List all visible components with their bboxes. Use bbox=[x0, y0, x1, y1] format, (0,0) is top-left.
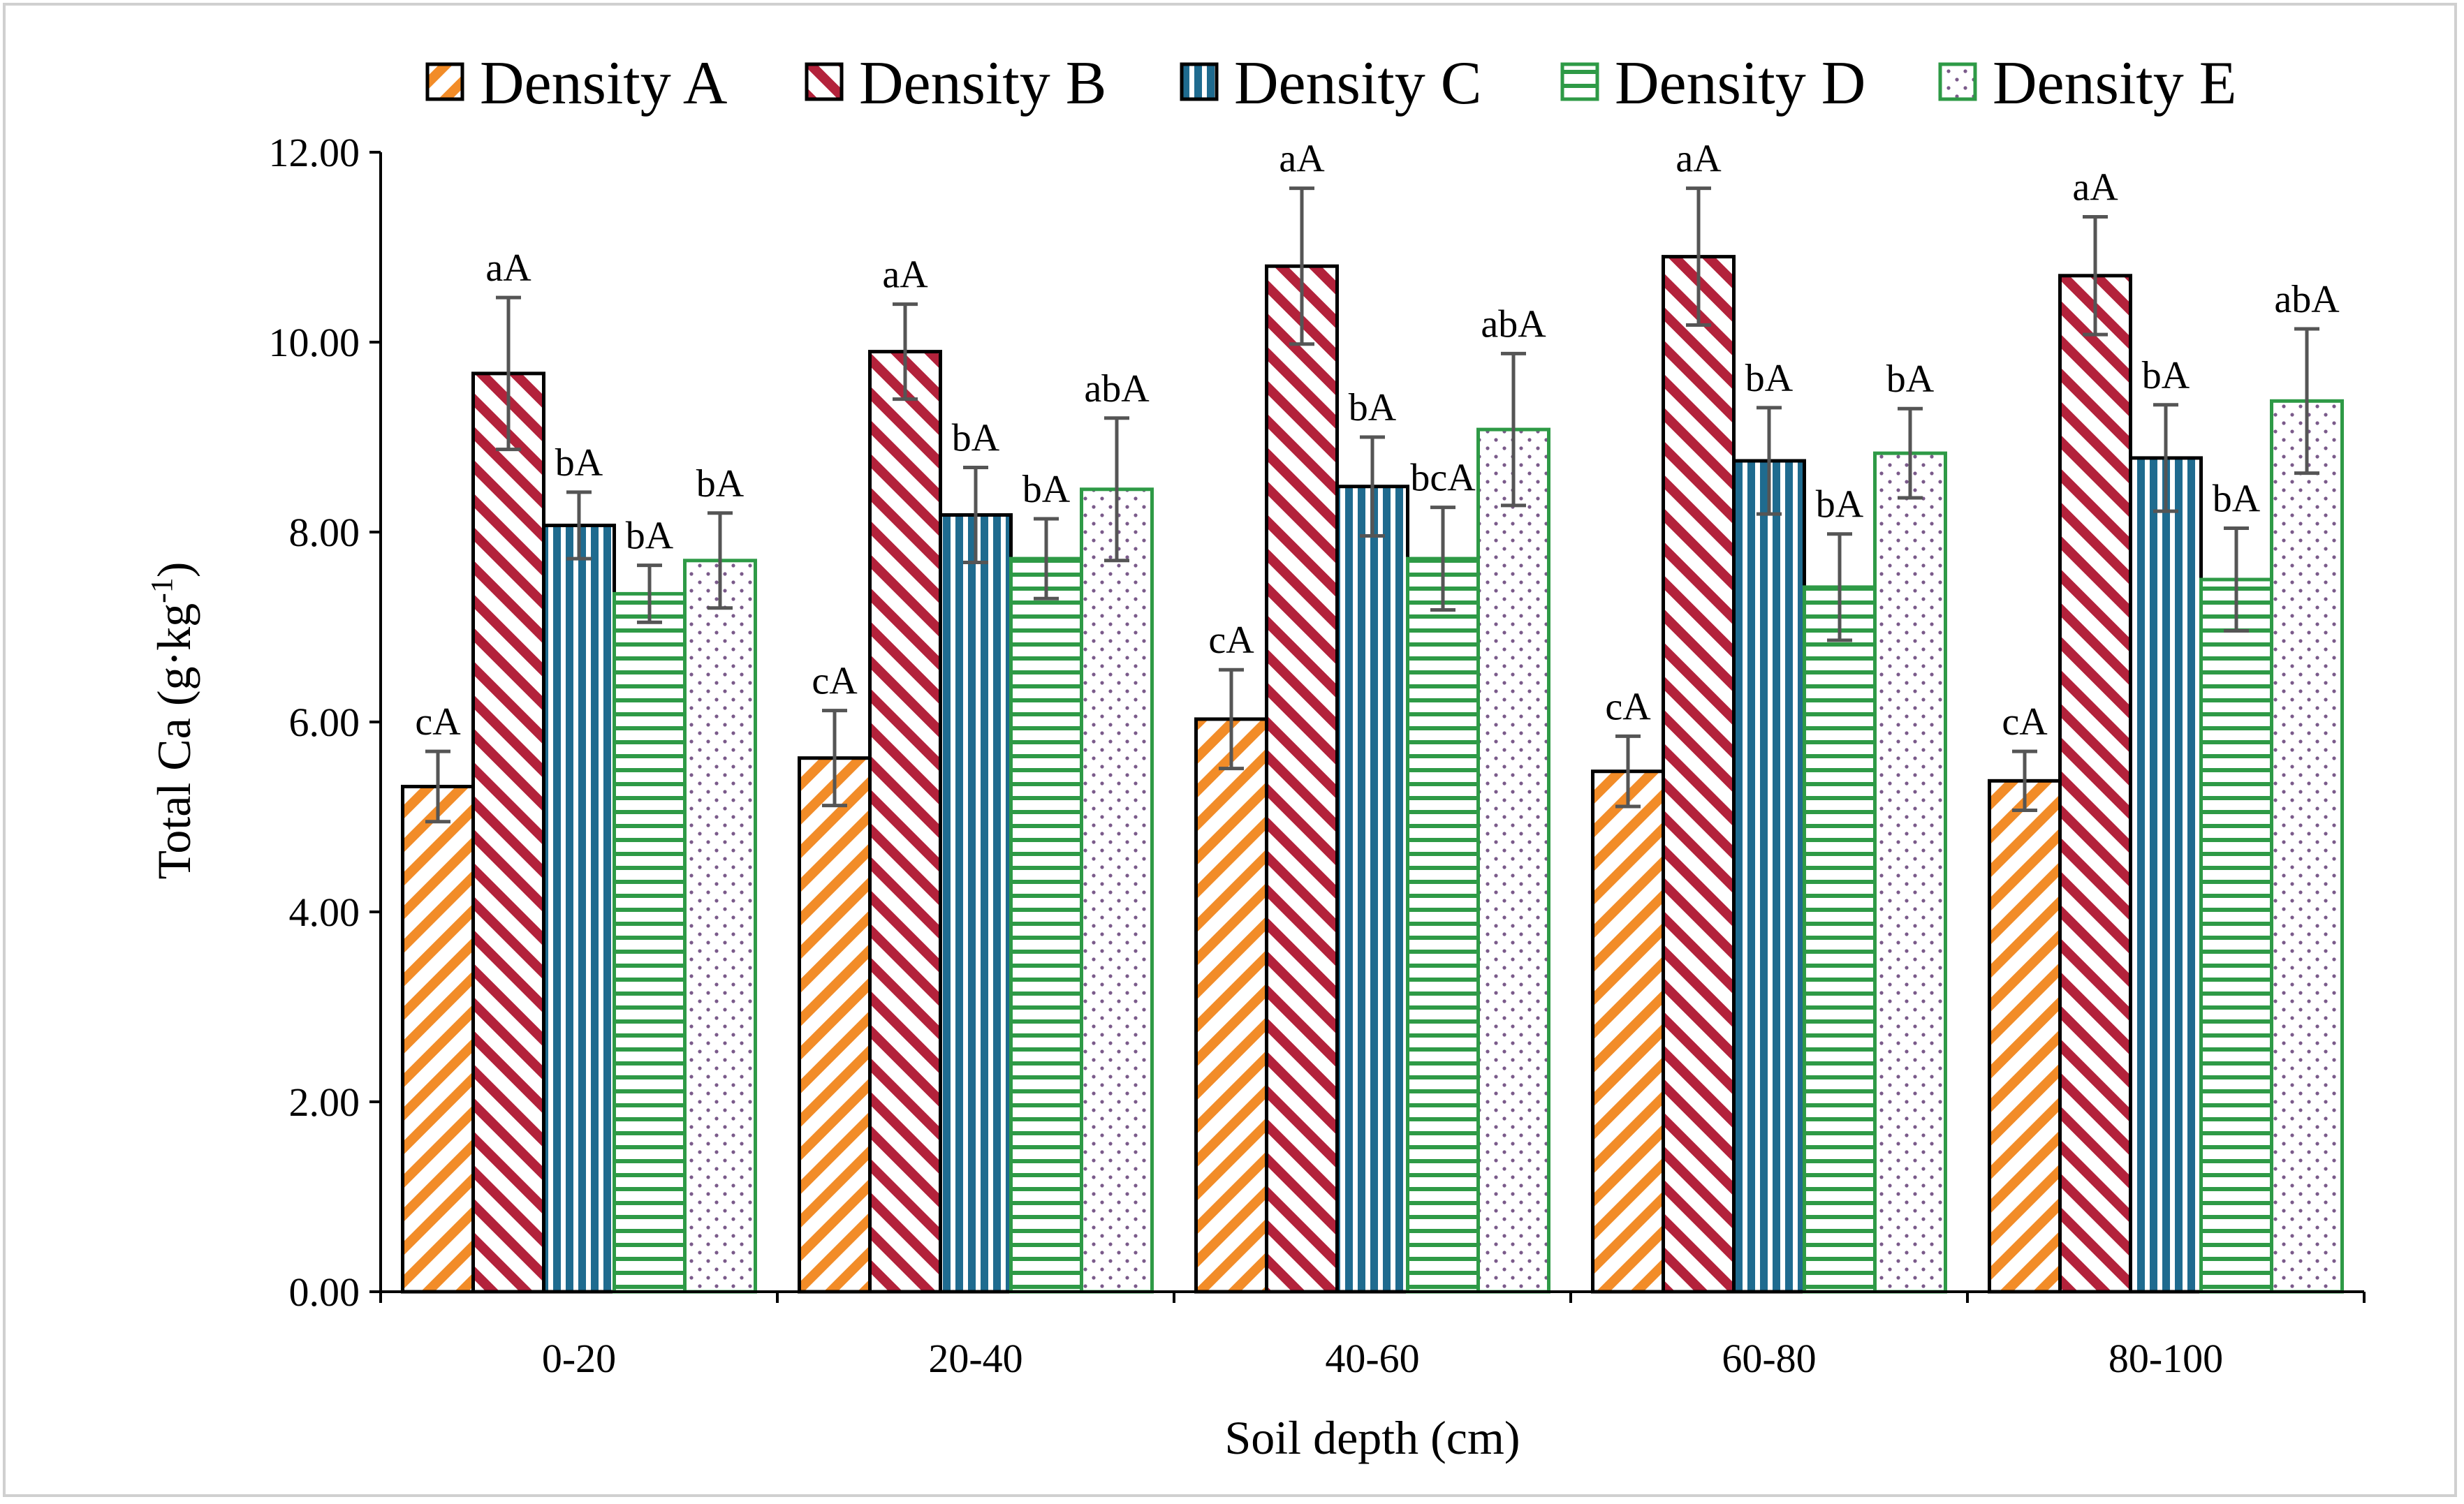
significance-label: aA bbox=[485, 246, 531, 290]
bar-density-b bbox=[1662, 255, 1736, 1294]
y-tick-label: 2.00 bbox=[289, 1079, 360, 1125]
legend-label: Density B bbox=[859, 50, 1106, 117]
significance-label: bA bbox=[1886, 357, 1935, 401]
significance-label: aA bbox=[1675, 138, 1722, 181]
significance-label: cA bbox=[1605, 685, 1651, 728]
significance-label: bcA bbox=[1410, 457, 1476, 500]
y-tick-label: 4.00 bbox=[289, 890, 360, 935]
error-bars bbox=[425, 186, 2319, 824]
x-axis-ticks: 0-20 20-40 40-60 60-80 80-100 bbox=[379, 1292, 2366, 1381]
significance-label: abA bbox=[2274, 278, 2340, 321]
bar-density-e bbox=[1476, 427, 1550, 1294]
bar-density-c bbox=[542, 523, 616, 1294]
x-tick-label: 0-20 bbox=[542, 1336, 616, 1381]
significance-label: bA bbox=[2213, 478, 2261, 521]
figure-frame bbox=[3, 3, 2457, 1497]
x-axis-title: Soil depth (cm) bbox=[1224, 1411, 1520, 1464]
bar-density-d bbox=[1406, 556, 1480, 1294]
significance-label: bA bbox=[1816, 483, 1864, 526]
legend-swatch-density-c bbox=[1180, 62, 1219, 101]
y-axis-title-superscript: -1 bbox=[145, 577, 179, 603]
bar-density-b bbox=[471, 371, 545, 1294]
y-axis-title: Total Ca (g·kg-1) bbox=[145, 562, 200, 880]
significance-label: cA bbox=[812, 660, 858, 703]
y-tick-label: 0.00 bbox=[289, 1269, 360, 1315]
bar-density-e bbox=[683, 559, 757, 1294]
legend: Density A Density B Density C Density D Dens… bbox=[425, 50, 2237, 117]
legend-swatch-density-b bbox=[805, 62, 844, 101]
bar-density-c bbox=[1335, 485, 1409, 1294]
significance-label: bA bbox=[1745, 357, 1794, 400]
y-tick-label: 10.00 bbox=[269, 320, 360, 365]
bar-density-c bbox=[1732, 459, 1806, 1294]
bar-density-d bbox=[1803, 585, 1877, 1294]
legend-label: Density C bbox=[1234, 50, 1481, 117]
bar-density-a bbox=[1988, 779, 2062, 1294]
bar-density-e bbox=[2270, 399, 2344, 1294]
y-tick-label: 8.00 bbox=[289, 510, 360, 555]
bar-density-b bbox=[868, 350, 942, 1294]
y-axis-title-main: Total Ca (g·kg bbox=[147, 603, 200, 880]
y-axis-ticks: 0.00 2.00 4.00 6.00 8.00 10.00 12.00 bbox=[269, 130, 381, 1315]
bar-density-c bbox=[2129, 456, 2203, 1294]
bar-density-a bbox=[798, 756, 872, 1294]
legend-swatch-density-d bbox=[1560, 62, 1599, 101]
significance-label: cA bbox=[2002, 700, 2048, 744]
x-tick-label: 20-40 bbox=[928, 1336, 1022, 1381]
significance-label: cA bbox=[1208, 619, 1254, 662]
significance-labels: cA aA bA bA bA cA aA bA bA abA cA aA bA bcA abA cA aA bA b… bbox=[415, 138, 2340, 744]
significance-label: abA bbox=[1084, 367, 1150, 411]
significance-label: bA bbox=[1349, 386, 1397, 429]
legend-label: Density D bbox=[1615, 50, 1865, 117]
bar-density-a bbox=[1194, 717, 1268, 1294]
significance-label: bA bbox=[696, 462, 745, 506]
bar-density-d bbox=[1009, 556, 1083, 1294]
significance-label: bA bbox=[2142, 354, 2190, 397]
bar-density-d bbox=[613, 591, 687, 1294]
legend-label: Density E bbox=[1993, 50, 2237, 117]
significance-label: bA bbox=[1022, 468, 1071, 511]
significance-label: aA bbox=[2072, 165, 2118, 209]
bar-density-d bbox=[2199, 577, 2273, 1294]
significance-label: abA bbox=[1481, 302, 1546, 346]
bar-density-c bbox=[939, 513, 1013, 1294]
bar-density-a bbox=[1591, 769, 1665, 1294]
legend-swatch-density-e bbox=[1938, 62, 1977, 101]
bars bbox=[401, 255, 2344, 1294]
significance-label: aA bbox=[882, 253, 928, 297]
bar-density-a bbox=[401, 784, 475, 1294]
significance-label: cA bbox=[415, 700, 461, 744]
significance-label: bA bbox=[555, 441, 603, 485]
bar-density-b bbox=[1265, 264, 1339, 1294]
x-tick-label: 80-100 bbox=[2109, 1336, 2223, 1381]
significance-label: bA bbox=[626, 515, 674, 558]
y-tick-label: 12.00 bbox=[269, 130, 360, 175]
legend-label: Density A bbox=[480, 50, 727, 117]
legend-swatch-density-a bbox=[425, 62, 464, 101]
y-tick-label: 6.00 bbox=[289, 700, 360, 745]
bar-density-b bbox=[2058, 274, 2132, 1294]
bar-density-e bbox=[1873, 451, 1947, 1294]
x-tick-label: 40-60 bbox=[1325, 1336, 1419, 1381]
significance-label: aA bbox=[1279, 138, 1325, 181]
x-tick-label: 60-80 bbox=[1722, 1336, 1816, 1381]
significance-label: bA bbox=[952, 417, 1000, 460]
y-axis-title-end: ) bbox=[147, 562, 200, 578]
bar-density-e bbox=[1080, 487, 1154, 1294]
